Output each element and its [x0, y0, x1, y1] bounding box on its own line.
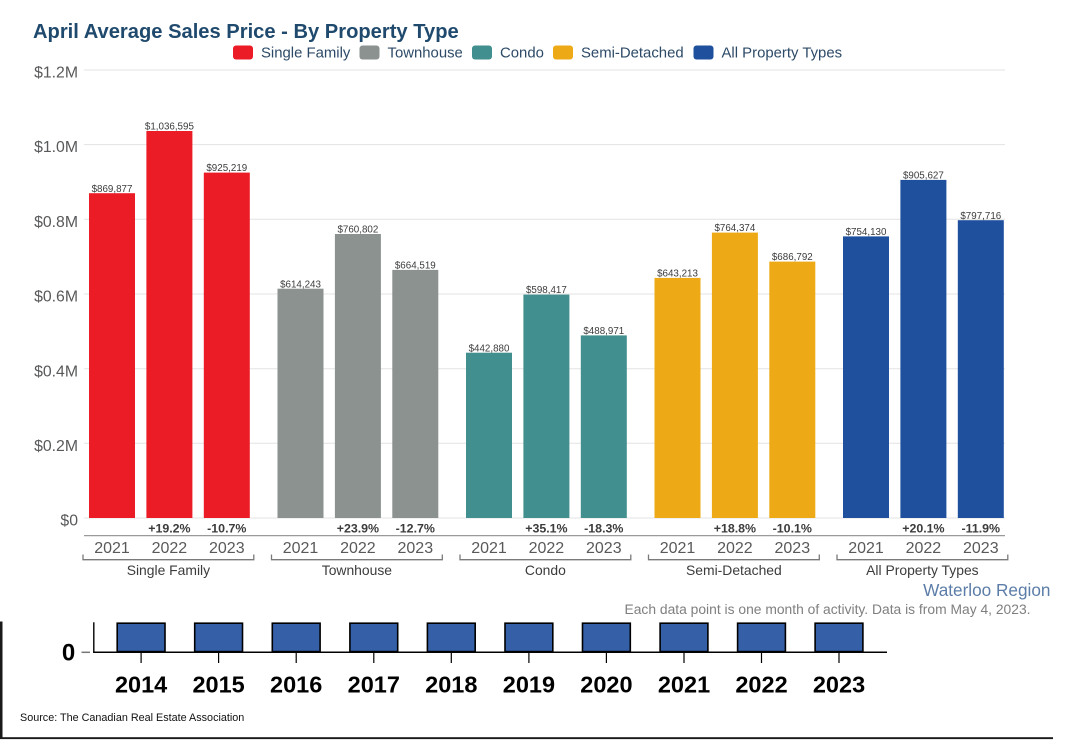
- svg-text:2022: 2022: [735, 672, 787, 698]
- svg-text:$1.2M: $1.2M: [34, 65, 78, 82]
- svg-text:2021: 2021: [94, 540, 130, 557]
- svg-text:$0.4M: $0.4M: [34, 363, 78, 380]
- svg-text:-10.1%: -10.1%: [773, 521, 812, 535]
- svg-text:Townhouse: Townhouse: [322, 562, 393, 578]
- svg-text:$614,243: $614,243: [280, 279, 321, 290]
- svg-text:April Average Sales Price - By: April Average Sales Price - By Property …: [33, 21, 459, 43]
- svg-text:2023: 2023: [398, 540, 434, 557]
- svg-text:2022: 2022: [152, 540, 188, 557]
- svg-text:$905,627: $905,627: [903, 171, 944, 182]
- svg-text:+20.1%: +20.1%: [902, 521, 944, 535]
- svg-text:-11.9%: -11.9%: [962, 521, 1001, 535]
- svg-text:2023: 2023: [209, 540, 245, 557]
- svg-text:Each data point is one month o: Each data point is one month of activity…: [624, 601, 1030, 617]
- svg-text:$0.2M: $0.2M: [34, 438, 78, 455]
- svg-text:$797,716: $797,716: [960, 211, 1001, 222]
- svg-text:+35.1%: +35.1%: [525, 521, 567, 535]
- svg-text:$442,880: $442,880: [469, 343, 510, 354]
- svg-text:$598,417: $598,417: [526, 285, 567, 296]
- svg-text:$488,971: $488,971: [583, 326, 624, 337]
- svg-text:Semi-Detached: Semi-Detached: [686, 562, 782, 578]
- svg-text:$664,519: $664,519: [395, 261, 436, 272]
- svg-text:2021: 2021: [848, 540, 884, 557]
- svg-text:Waterloo Region: Waterloo Region: [923, 580, 1050, 600]
- svg-text:2023: 2023: [963, 540, 999, 557]
- svg-text:$643,213: $643,213: [657, 269, 698, 280]
- svg-text:$686,792: $686,792: [772, 252, 813, 263]
- svg-text:Single Family: Single Family: [261, 46, 351, 62]
- svg-text:Single Family: Single Family: [127, 562, 210, 578]
- svg-text:2020: 2020: [580, 672, 632, 698]
- svg-text:-18.3%: -18.3%: [584, 521, 623, 535]
- svg-text:2016: 2016: [270, 672, 322, 698]
- svg-text:2023: 2023: [813, 672, 865, 698]
- svg-text:2022: 2022: [529, 540, 565, 557]
- svg-text:$925,219: $925,219: [206, 163, 247, 174]
- svg-text:Condo: Condo: [500, 46, 544, 62]
- svg-text:$869,877: $869,877: [92, 184, 133, 195]
- svg-text:Townhouse: Townhouse: [388, 46, 463, 62]
- svg-text:2021: 2021: [471, 540, 507, 557]
- svg-text:All Property Types: All Property Types: [866, 562, 979, 578]
- svg-text:$0.8M: $0.8M: [34, 214, 78, 231]
- svg-text:$0.6M: $0.6M: [34, 289, 78, 306]
- svg-text:$754,130: $754,130: [846, 227, 887, 238]
- svg-text:2021: 2021: [283, 540, 319, 557]
- svg-text:Semi-Detached: Semi-Detached: [581, 46, 684, 62]
- svg-text:2022: 2022: [906, 540, 942, 557]
- svg-text:$1,036,595: $1,036,595: [145, 122, 195, 133]
- svg-text:Source: The Canadian Real Esta: Source: The Canadian Real Estate Associa…: [20, 712, 244, 724]
- svg-text:2014: 2014: [115, 672, 167, 698]
- svg-text:Condo: Condo: [525, 562, 566, 578]
- svg-text:-12.7%: -12.7%: [396, 521, 435, 535]
- svg-text:All Property Types: All Property Types: [722, 46, 843, 62]
- svg-text:+19.2%: +19.2%: [148, 521, 190, 535]
- svg-text:2019: 2019: [503, 672, 555, 698]
- svg-text:$760,802: $760,802: [337, 225, 378, 236]
- svg-text:$764,374: $764,374: [714, 223, 755, 234]
- svg-text:$0: $0: [60, 513, 78, 530]
- svg-text:2023: 2023: [586, 540, 622, 557]
- svg-text:+23.9%: +23.9%: [337, 521, 379, 535]
- svg-text:2017: 2017: [348, 672, 400, 698]
- svg-text:+18.8%: +18.8%: [714, 521, 756, 535]
- svg-text:2015: 2015: [192, 672, 244, 698]
- svg-text:0: 0: [62, 640, 75, 667]
- svg-text:2021: 2021: [660, 540, 696, 557]
- svg-text:-10.7%: -10.7%: [207, 521, 246, 535]
- svg-text:$1.0M: $1.0M: [34, 139, 78, 156]
- svg-text:2022: 2022: [340, 540, 376, 557]
- svg-text:2023: 2023: [775, 540, 811, 557]
- svg-text:2022: 2022: [717, 540, 753, 557]
- svg-text:2021: 2021: [658, 672, 710, 698]
- svg-text:2018: 2018: [425, 672, 477, 698]
